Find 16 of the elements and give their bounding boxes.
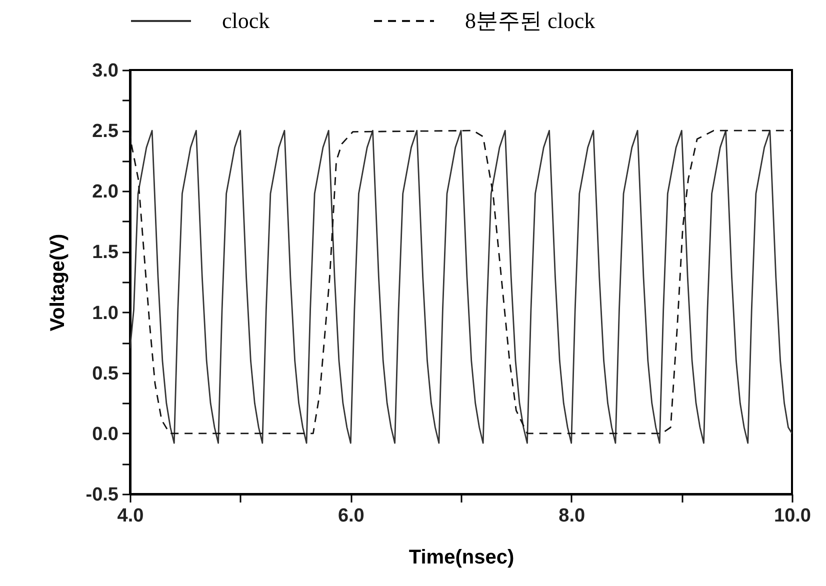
- x-tick-label: 10.0: [774, 506, 811, 526]
- y-tick-label: 1.0: [92, 302, 118, 324]
- y-tick-label: 1.5: [92, 242, 119, 264]
- x-tick-label: 6.0: [338, 506, 364, 526]
- y-tick-label: -0.5: [86, 484, 119, 506]
- y-tick-label: 0.0: [92, 424, 118, 445]
- y-tick-label: 2.0: [92, 182, 118, 203]
- legend-label: 8분주된 clock: [465, 8, 596, 33]
- y-axis-title: Voltage(V): [46, 234, 69, 332]
- legend-label: clock: [222, 8, 270, 33]
- y-tick-label: 3.0: [92, 60, 118, 82]
- x-tick-label: 4.0: [117, 506, 144, 526]
- x-axis-title: Time(nsec): [408, 546, 514, 568]
- y-tick-label: 2.5: [92, 121, 119, 142]
- y-tick-label: 0.5: [92, 363, 119, 384]
- x-tick-label: 8.0: [558, 506, 586, 526]
